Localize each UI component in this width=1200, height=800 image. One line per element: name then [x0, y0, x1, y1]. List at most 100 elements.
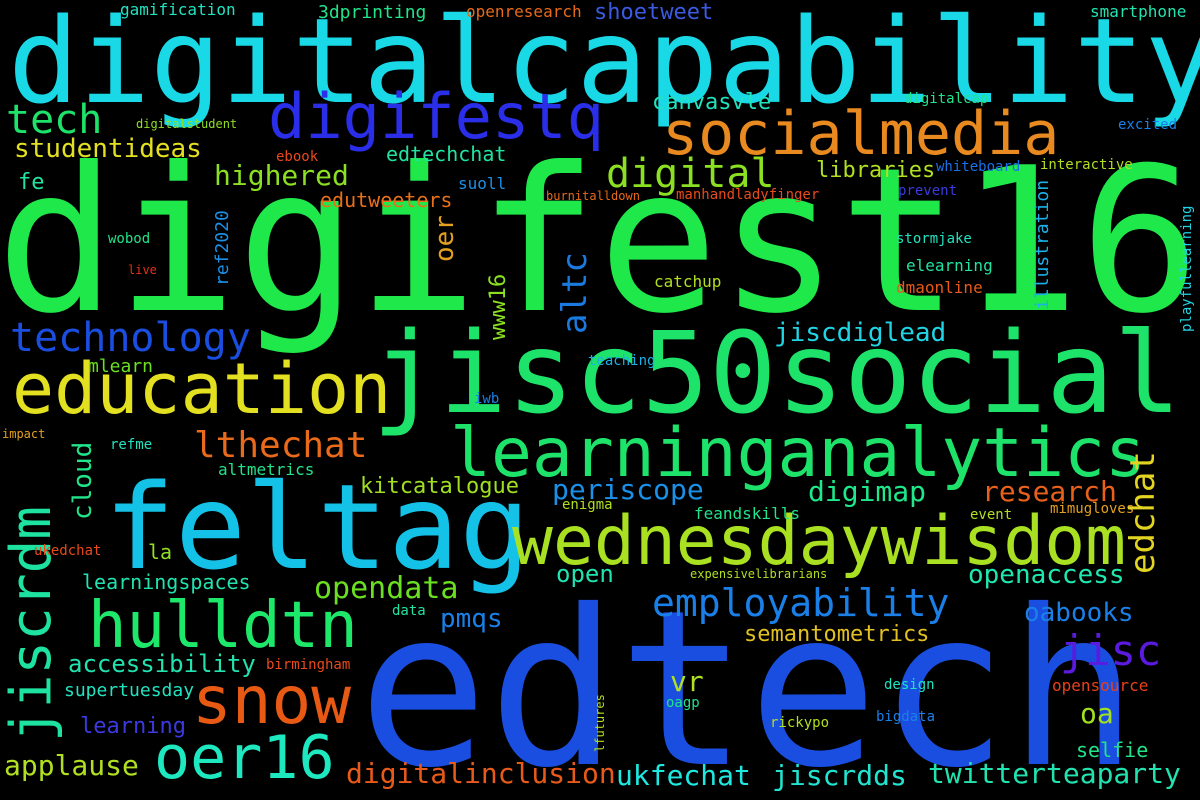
word-accessibility: accessibility — [68, 650, 256, 678]
word-elearning: elearning — [906, 256, 993, 275]
word-education: education — [12, 348, 392, 430]
word-openaccess: openaccess — [968, 560, 1125, 590]
word-www16-vertical: www16 — [486, 273, 511, 340]
word-whiteboard: whiteboard — [936, 159, 1021, 175]
word-cloud-vertical: cloud — [68, 441, 98, 520]
word-selfie: selfie — [1076, 738, 1149, 762]
word-tech: tech — [6, 97, 103, 143]
word-jisc50social: jisc50social — [372, 309, 1182, 439]
word-canvasvle: canvasvle — [652, 90, 772, 115]
word-mlearn: mlearn — [88, 356, 154, 377]
word-jiscdiglead: jiscdiglead — [774, 318, 947, 348]
word-open: open — [556, 560, 614, 588]
word-dmaonline: dmaonline — [896, 278, 983, 297]
word-refme: refme — [110, 437, 153, 453]
word-learningspaces: learningspaces — [82, 570, 251, 594]
word-birmingham: birmingham — [266, 657, 351, 673]
word-shoetweet: shoetweet — [594, 0, 714, 25]
word-digifestq: digifestq — [268, 80, 604, 153]
word-edtech: edtech — [358, 564, 1139, 800]
word-twitterteaparty: twitterteaparty — [928, 757, 1181, 790]
word-live: live — [128, 263, 157, 277]
word-enigma: enigma — [562, 497, 613, 513]
word-learninganalytics: learninganalytics — [450, 414, 1146, 493]
word-libraries: libraries — [816, 158, 936, 183]
word-burnitalldown: burnitalldown — [546, 189, 640, 203]
word-fe: fe — [18, 170, 45, 195]
word-opensource: opensource — [1052, 676, 1149, 695]
word-periscope: periscope — [552, 473, 704, 506]
word-ebook: ebook — [276, 149, 319, 165]
word-excited: excited — [1118, 117, 1178, 133]
word-data: data — [392, 603, 426, 619]
word-digitalcapability: digitalcapability — [8, 0, 1200, 130]
word-jiscrdds: jiscrdds — [772, 759, 907, 792]
word-technology: technology — [10, 315, 251, 361]
word-digimap: digimap — [808, 475, 927, 508]
word-jiscrdm-text: jiscrdm — [0, 505, 64, 742]
word-digitalcap: digitalcap — [904, 91, 989, 107]
word-stormjake: stormjake — [896, 231, 972, 247]
word-gamification: gamification — [120, 0, 236, 19]
word-suoll: suoll — [458, 174, 507, 193]
word-ukfechat: ukfechat — [616, 759, 751, 792]
word-iwb: iwb — [474, 391, 500, 407]
word-impact: impact — [2, 427, 46, 441]
word-edchat-vertical: edchat — [1123, 451, 1163, 574]
word-hulldtn: hulldtn — [88, 589, 358, 663]
word-openresearch: openresearch — [466, 2, 582, 21]
word-oa: oa — [1080, 697, 1114, 730]
word-edutweeters: edutweeters — [320, 188, 453, 212]
word-oer-vertical: oer — [430, 215, 460, 262]
word-wobod: wobod — [108, 231, 151, 247]
word-ref2020-vertical: ref2020 — [212, 210, 233, 286]
word-feltag: feltag — [104, 458, 531, 596]
word-ukedchat: ukedchat — [34, 543, 102, 559]
word-expensivelibrarians: expensivelibrarians — [690, 567, 828, 581]
word-3dprinting: 3dprinting — [318, 2, 427, 23]
word-semantometrics: semantometrics — [744, 622, 930, 647]
word-playfullearning-vertical: playfullearning — [1179, 205, 1195, 332]
word-interactive: interactive — [1040, 157, 1133, 173]
word-la: la — [148, 540, 173, 564]
word-lfutures-vertical: lfutures — [593, 694, 607, 752]
word-learning: learning — [80, 714, 186, 739]
word-event: event — [970, 507, 1013, 523]
word-research: research — [982, 475, 1117, 508]
word-design: design — [884, 677, 935, 693]
word-vr: vr — [670, 665, 704, 698]
word-supertuesday: supertuesday — [64, 680, 195, 701]
word-catchup: catchup — [654, 272, 722, 291]
word-lthechat: lthechat — [194, 425, 368, 466]
word-studentideas: studentideas — [14, 134, 202, 164]
word-opendata: opendata — [314, 571, 459, 606]
word-smartphone: smartphone — [1090, 2, 1187, 21]
word-illustration-vertical: illustration — [1032, 179, 1053, 310]
word-pmqs: pmqs — [440, 604, 503, 634]
word-highered: highered — [214, 159, 349, 192]
word-digitalinclusion: digitalinclusion — [346, 757, 616, 790]
word-snow: snow — [192, 662, 351, 739]
word-digitalstudent: digitalstudent — [136, 117, 238, 131]
word-jisc: jisc — [1060, 626, 1162, 675]
word-edtechchat: edtechchat — [386, 142, 507, 166]
word-wednesdaywisdom: wednesdaywisdom — [512, 502, 1127, 581]
word-oabooks: oabooks — [1024, 598, 1134, 628]
word-altc-vertical: altc — [555, 252, 595, 334]
word-manhandladyfinger: manhandladyfinger — [676, 187, 820, 203]
word-oagp: oagp — [666, 695, 700, 711]
word-prevent: prevent — [898, 183, 958, 199]
word-mimugloves: mimugloves — [1050, 501, 1135, 517]
word-employability: employability — [652, 581, 950, 625]
word-feandskills: feandskills — [694, 504, 800, 523]
word-applause: applause — [4, 749, 139, 782]
word-oer16: oer16 — [154, 723, 335, 793]
word-kitcatalogue: kitcatalogue — [360, 474, 519, 499]
word-altmetrics: altmetrics — [218, 460, 315, 479]
word-socialmedia: socialmedia — [662, 99, 1060, 169]
word-bigdata: bigdata — [876, 709, 936, 725]
word-digital: digital — [606, 151, 775, 197]
word-teaching: teaching — [588, 353, 656, 369]
word-digifest16: digifest16 — [0, 125, 1200, 358]
